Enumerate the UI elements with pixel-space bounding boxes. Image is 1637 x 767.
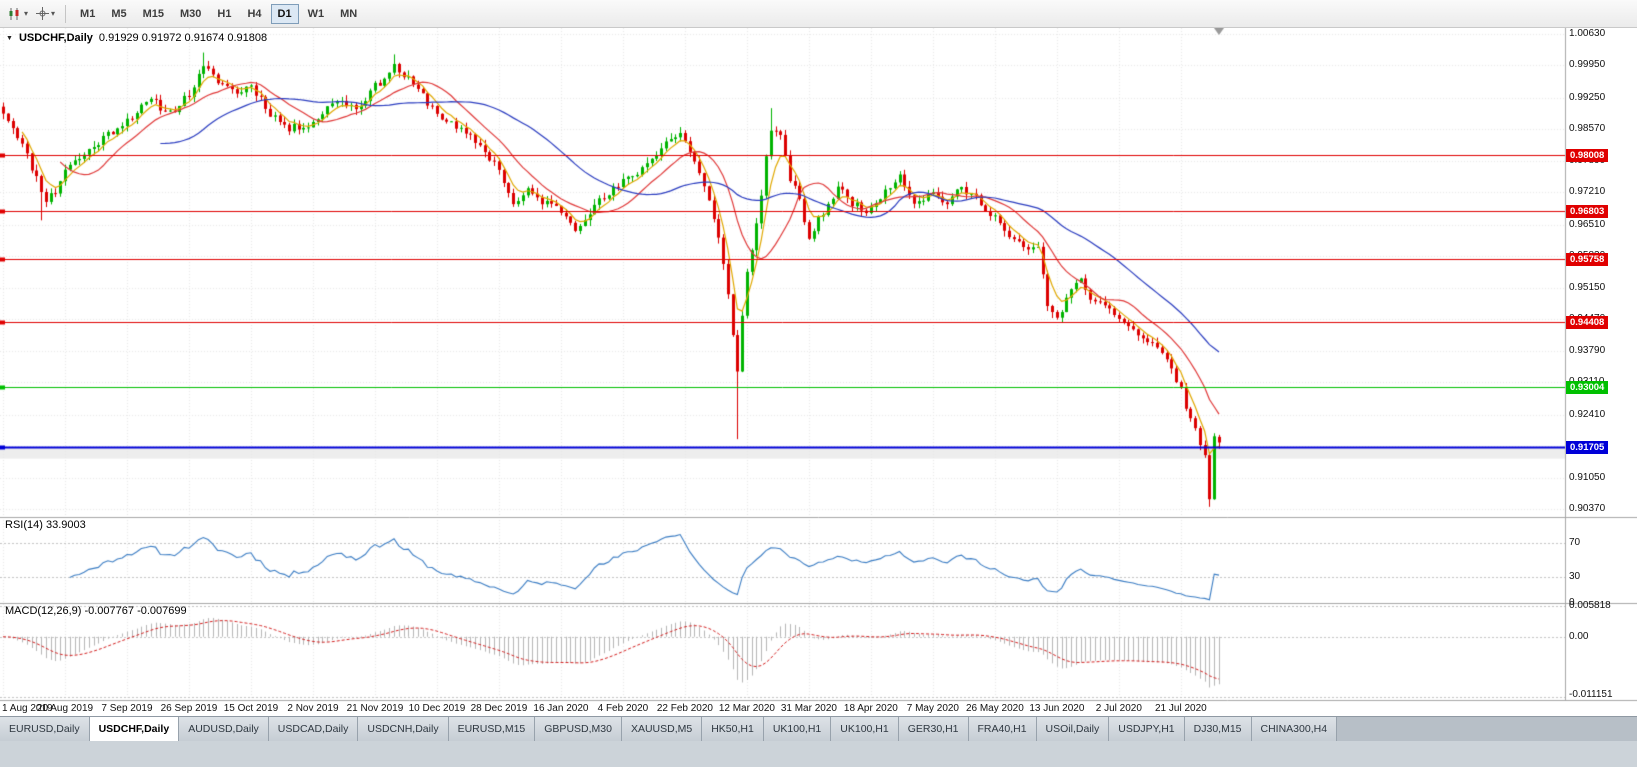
timeframe-button-H1[interactable]: H1: [210, 4, 238, 24]
chevron-down-icon: ▾: [24, 8, 29, 18]
chart-title: ▼ USDCHF,Daily 0.91929 0.91972 0.91674 0…: [6, 32, 267, 44]
timeframe-toolbar: ▾ ▾ M1 M5 M15 M30 H1 H4 D1 W1 MN: [0, 0, 1637, 28]
chart-tab-HK50-H1[interactable]: HK50,H1: [702, 717, 764, 741]
chart-tab-UK100-H1[interactable]: UK100,H1: [831, 717, 899, 741]
crosshair-icon: [36, 7, 50, 20]
timeframe-button-D1[interactable]: D1: [270, 3, 299, 24]
toolbar-separator: [65, 4, 67, 23]
chart-tab-EURUSD-M15[interactable]: EURUSD,M15: [448, 717, 536, 741]
chart-tab-GER30-H1[interactable]: GER30,H1: [898, 717, 969, 741]
crosshair-button[interactable]: ▾: [32, 3, 59, 25]
timeframe-button-group: M1 M5 M15 M30 H1 H4 D1 W1 MN: [72, 3, 365, 24]
chart-tab-USDCAD-Daily[interactable]: USDCAD,Daily: [268, 717, 359, 741]
chart-type-button[interactable]: ▾: [4, 3, 32, 25]
collapse-icon: ▼: [6, 34, 13, 42]
chart-tab-EURUSD-Daily[interactable]: EURUSD,Daily: [0, 717, 90, 741]
rsi-indicator-label: RSI(14) 33.9003: [5, 519, 86, 531]
chart-window: 1.00630 0.99950 0.99250 0.98570 0.97890 0.972…: [0, 28, 1637, 716]
chart-tab-FRA40-H1[interactable]: FRA40,H1: [968, 717, 1037, 741]
chart-tab-USDCHF-Daily[interactable]: USDCHF,Daily: [89, 717, 180, 741]
chart-tab-AUDUSD-Daily[interactable]: AUDUSD,Daily: [179, 717, 269, 741]
macd-indicator-label: MACD(12,26,9) -0.007767 -0.007699: [5, 605, 187, 617]
chart-tab-USDCNH-Daily[interactable]: USDCNH,Daily: [358, 717, 449, 741]
chart-tab-XAUUSD-M5[interactable]: XAUUSD,M5: [621, 717, 703, 741]
chart-symbol-label: USDCHF,Daily: [18, 32, 93, 44]
timeframe-button-W1[interactable]: W1: [301, 4, 332, 24]
timeframe-button-MN[interactable]: MN: [333, 4, 364, 24]
chart-tabs-row: EURUSD,Daily USDCHF,Daily AUDUSD,Daily USDC…: [0, 717, 1637, 741]
chevron-down-icon: ▾: [51, 8, 56, 18]
chart-tab-USOil-Daily[interactable]: USOil,Daily: [1036, 717, 1110, 741]
chart-tab-UK100-H1[interactable]: UK100,H1: [763, 717, 832, 741]
timeframe-button-M30[interactable]: M30: [173, 4, 208, 24]
price-chart-canvas[interactable]: [0, 28, 1637, 716]
chart-tab-CHINA300-H4[interactable]: CHINA300,H4: [1251, 717, 1338, 741]
candlestick-chart-icon: [9, 7, 19, 20]
timeframe-button-M5[interactable]: M5: [104, 4, 133, 24]
chart-tab-GBPUSD-M30[interactable]: GBPUSD,M30: [535, 717, 622, 741]
chart-ohlc-values: 0.91929 0.91972 0.91674 0.91808: [98, 32, 268, 44]
chart-tab-DJ30-M15[interactable]: DJ30,M15: [1184, 717, 1252, 741]
chart-tab-USDJPY-H1[interactable]: USDJPY,H1: [1109, 717, 1185, 741]
chart-tab-bar: EURUSD,Daily USDCHF,Daily AUDUSD,Daily USDC…: [0, 716, 1637, 767]
timeframe-button-M1[interactable]: M1: [73, 4, 102, 24]
timeframe-button-M15[interactable]: M15: [136, 4, 171, 24]
timeframe-button-H4[interactable]: H4: [240, 4, 268, 24]
